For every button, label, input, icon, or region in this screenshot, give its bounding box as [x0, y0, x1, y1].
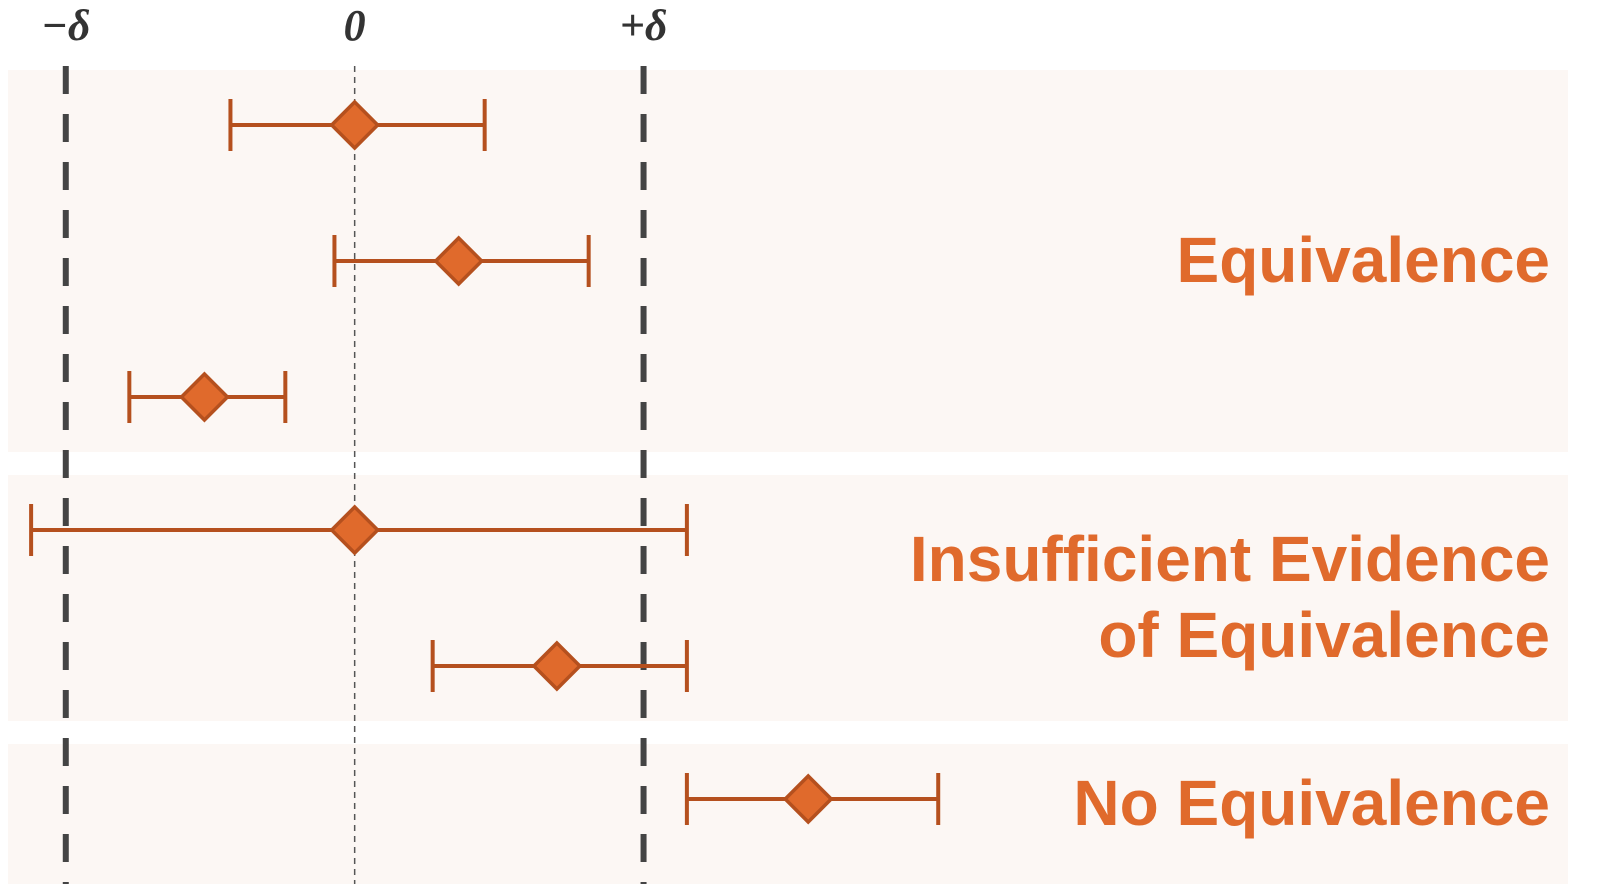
estimate-marker [329, 504, 381, 556]
x-tick-label: +δ [620, 1, 668, 50]
estimate-marker [433, 235, 485, 287]
group-label: No Equivalence [1073, 767, 1550, 839]
estimate-marker [178, 371, 230, 423]
group-band [8, 744, 1568, 884]
estimate-marker [329, 99, 381, 151]
estimate-marker [782, 773, 834, 825]
group-label: Insufficient Evidence [910, 523, 1550, 595]
group-band [8, 475, 1568, 721]
estimate-marker [531, 640, 583, 692]
x-tick-label: −δ [41, 1, 90, 50]
group-label: of Equivalence [1098, 599, 1550, 671]
x-tick-label: 0 [344, 1, 366, 50]
group-label: Equivalence [1177, 224, 1551, 296]
group-band [8, 70, 1568, 452]
